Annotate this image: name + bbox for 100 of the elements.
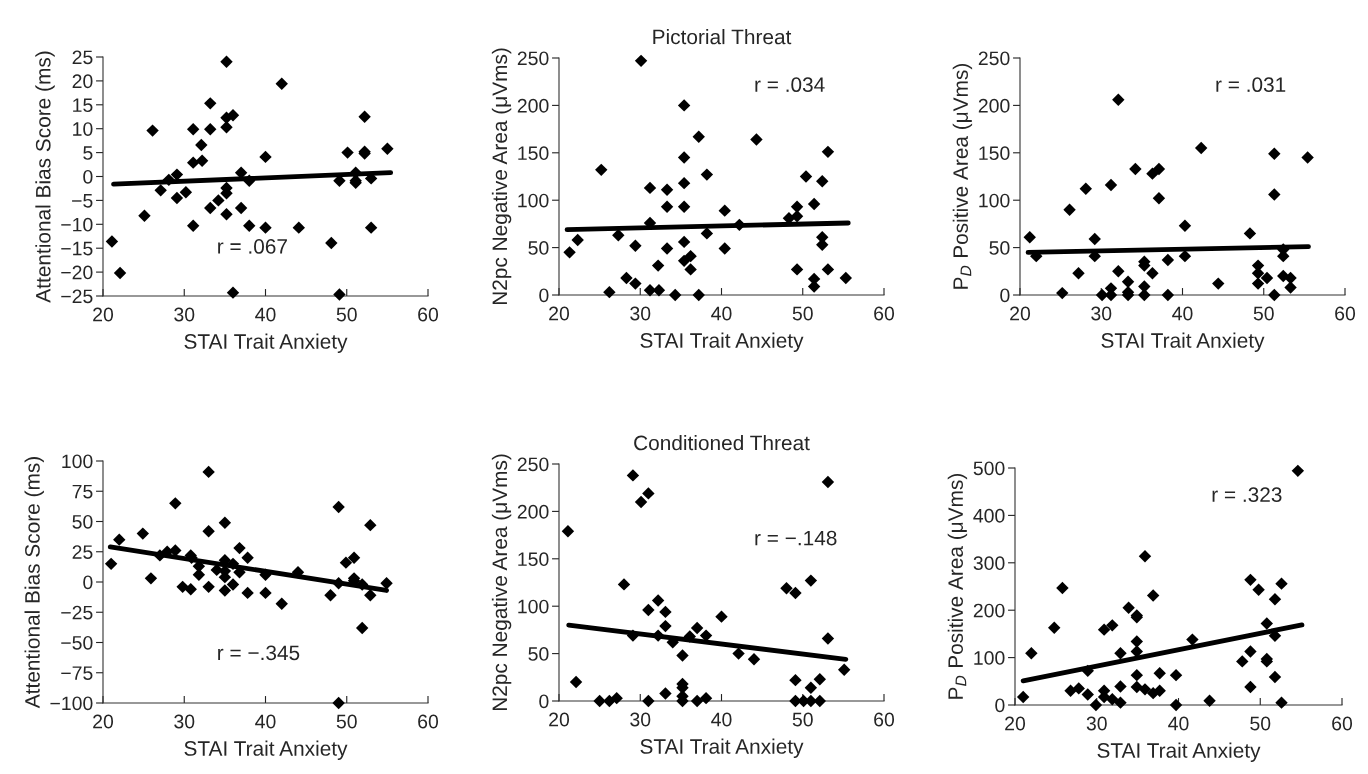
y-tick-label: −25 bbox=[61, 289, 93, 304]
point bbox=[1251, 277, 1265, 290]
point bbox=[325, 236, 338, 250]
point bbox=[732, 647, 745, 660]
point bbox=[243, 174, 256, 188]
point bbox=[105, 235, 119, 248]
y-tick-label: 50 bbox=[72, 514, 93, 529]
annotation: r = −.148 bbox=[755, 530, 837, 546]
point bbox=[1301, 151, 1314, 164]
point bbox=[700, 168, 714, 181]
point bbox=[241, 586, 254, 600]
point bbox=[169, 497, 182, 510]
point bbox=[381, 142, 394, 155]
point bbox=[1236, 655, 1249, 668]
point bbox=[1130, 680, 1144, 694]
annotation: r = −.345 bbox=[218, 645, 300, 661]
point bbox=[684, 249, 697, 263]
y-tick-label: 250 bbox=[978, 51, 1010, 66]
point bbox=[677, 99, 691, 112]
y-tick-label: 0 bbox=[995, 698, 1005, 713]
point bbox=[807, 197, 821, 211]
point bbox=[355, 621, 369, 635]
point bbox=[780, 581, 793, 595]
point bbox=[1114, 647, 1127, 660]
y-tick-label: 0 bbox=[539, 694, 549, 709]
point bbox=[347, 551, 361, 565]
point bbox=[690, 621, 704, 635]
y-tick-label: 25 bbox=[72, 545, 93, 559]
y-axis-title: P$_{D}$ Positive Area (μVms) bbox=[952, 63, 973, 289]
point bbox=[220, 208, 233, 221]
y-axis-title: Attentional Bias Score (ms) bbox=[24, 457, 44, 709]
point bbox=[192, 568, 206, 581]
point bbox=[1072, 266, 1085, 280]
point bbox=[202, 465, 215, 479]
chart-title: Pictorial Threat bbox=[653, 29, 792, 45]
point bbox=[162, 173, 176, 187]
point bbox=[186, 122, 200, 136]
point bbox=[176, 580, 189, 594]
point bbox=[1268, 188, 1281, 201]
point bbox=[804, 681, 818, 694]
point bbox=[634, 495, 648, 509]
point bbox=[1097, 623, 1111, 636]
point bbox=[569, 675, 583, 689]
point bbox=[1130, 668, 1144, 682]
x-tick-label: 60 bbox=[874, 712, 895, 727]
y-tick-label: 150 bbox=[518, 146, 549, 161]
point bbox=[668, 288, 682, 302]
point bbox=[642, 694, 655, 708]
x-tick-label: 40 bbox=[255, 307, 276, 322]
point bbox=[136, 527, 150, 540]
point bbox=[715, 610, 728, 623]
point bbox=[1161, 288, 1175, 302]
point bbox=[234, 201, 248, 215]
point bbox=[1079, 182, 1093, 196]
point bbox=[1178, 249, 1192, 263]
y-tick-label: 100 bbox=[979, 193, 1010, 208]
y-tick-label: 100 bbox=[518, 599, 549, 614]
point bbox=[1152, 192, 1166, 205]
point bbox=[146, 124, 159, 137]
point bbox=[1244, 573, 1257, 587]
point bbox=[1081, 664, 1094, 678]
point bbox=[634, 54, 648, 68]
point bbox=[676, 649, 689, 662]
point bbox=[218, 516, 232, 529]
x-axis-title: STAI Trait Anxiety bbox=[640, 332, 804, 352]
y-axis-title: N2pc Negative Area (μVms) bbox=[491, 48, 512, 305]
y-tick-label: −20 bbox=[61, 265, 93, 280]
point bbox=[1072, 682, 1085, 695]
x-tick-label: 60 bbox=[874, 306, 895, 321]
point bbox=[595, 163, 608, 177]
point bbox=[1252, 583, 1265, 597]
point bbox=[1260, 617, 1273, 630]
point bbox=[1138, 288, 1151, 302]
point bbox=[1016, 690, 1030, 704]
point bbox=[563, 246, 576, 259]
point bbox=[629, 239, 642, 252]
point bbox=[718, 204, 731, 217]
point bbox=[1081, 688, 1094, 701]
point bbox=[154, 184, 167, 197]
point bbox=[821, 145, 835, 159]
point bbox=[651, 259, 665, 272]
point bbox=[1291, 464, 1305, 478]
point bbox=[813, 694, 827, 708]
point bbox=[364, 589, 377, 602]
point bbox=[659, 619, 672, 633]
point bbox=[233, 541, 246, 555]
point bbox=[839, 271, 853, 285]
point bbox=[259, 221, 272, 234]
point bbox=[700, 227, 714, 240]
point bbox=[1130, 645, 1144, 658]
point bbox=[202, 524, 215, 538]
y-axis-title: P$_{D}$ Positive Area (μVms) bbox=[947, 473, 968, 699]
point bbox=[1275, 577, 1288, 590]
point bbox=[1122, 601, 1135, 615]
point bbox=[813, 672, 827, 686]
point bbox=[241, 551, 254, 565]
point bbox=[651, 629, 665, 642]
point bbox=[1146, 589, 1160, 602]
y-axis-title: Attentional Bias Score (ms) bbox=[35, 51, 55, 303]
point bbox=[1048, 621, 1061, 634]
